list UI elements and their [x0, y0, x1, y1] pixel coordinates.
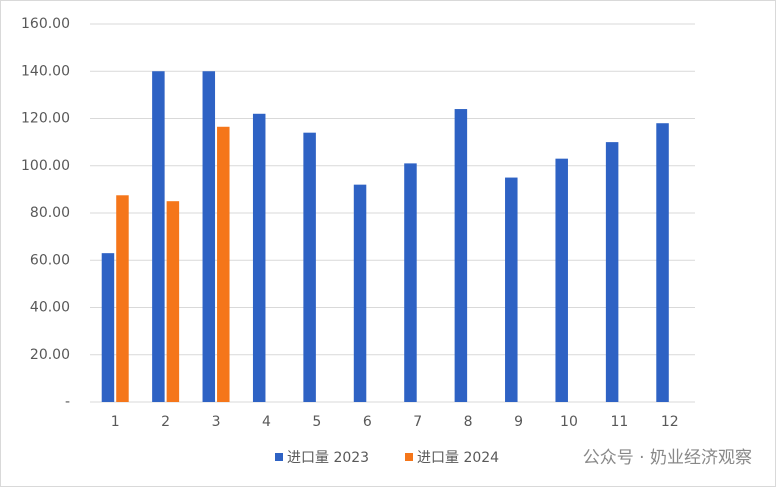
y-tick-label: 140.00 [21, 63, 70, 79]
x-tick-label: 6 [363, 414, 372, 430]
legend-label: 进口量 2024 [417, 450, 499, 466]
bar [303, 132, 316, 403]
x-tick-label: 10 [560, 414, 578, 430]
x-tick-label: 4 [262, 414, 271, 430]
bar [656, 123, 669, 402]
bar [252, 113, 266, 403]
bar [404, 163, 417, 402]
bar [152, 71, 165, 402]
y-tick-label: - [65, 394, 70, 410]
x-tick-label: 11 [610, 414, 628, 430]
x-tick-label: 3 [212, 414, 221, 430]
y-tick-label: 160.00 [21, 16, 70, 32]
bar [116, 195, 129, 402]
bar [505, 177, 518, 402]
watermark: 公众号 · 奶业经济观察 [583, 448, 752, 468]
legend-swatch [275, 453, 283, 461]
bar [605, 142, 619, 402]
x-tick-label: 7 [413, 414, 422, 430]
bar [217, 126, 230, 403]
bar [353, 184, 367, 402]
y-tick-label: 20.00 [30, 347, 70, 363]
bar [101, 253, 115, 402]
y-tick-label: 80.00 [30, 205, 70, 221]
y-tick-label: 120.00 [21, 111, 70, 127]
y-tick-label: 100.00 [21, 158, 70, 174]
x-tick-label: 2 [161, 414, 170, 430]
x-tick-label: 12 [661, 414, 679, 430]
bar [166, 201, 180, 402]
x-tick-label: 8 [464, 414, 473, 430]
x-tick-label: 1 [111, 414, 120, 430]
bar [555, 158, 568, 402]
bar [454, 109, 468, 403]
legend-label: 进口量 2023 [287, 450, 369, 466]
x-tick-label: 5 [312, 414, 321, 430]
y-tick-label: 60.00 [30, 252, 70, 268]
legend-swatch [405, 453, 413, 461]
x-tick-label: 9 [514, 414, 523, 430]
bar [202, 71, 216, 402]
y-tick-label: 40.00 [30, 300, 70, 316]
